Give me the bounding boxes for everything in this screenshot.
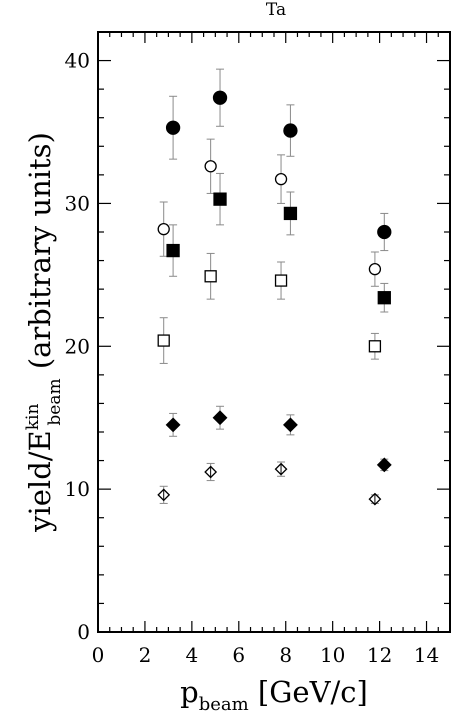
x-axis-label: pbeam [GeV/c] bbox=[180, 675, 368, 715]
open-circle-marker bbox=[368, 262, 382, 276]
x-tick-label: 14 bbox=[414, 643, 439, 667]
x-tick-label: 6 bbox=[232, 643, 245, 667]
axis-ticks bbox=[97, 31, 451, 633]
filled-circle-marker bbox=[212, 90, 228, 105]
filled-diamond-marker bbox=[283, 417, 298, 433]
data-point bbox=[377, 282, 391, 313]
data-point bbox=[157, 485, 171, 504]
filled-diamond-marker bbox=[376, 457, 392, 473]
x-tick-label: 0 bbox=[92, 643, 105, 667]
data-point bbox=[204, 252, 217, 300]
filled-diamond-marker bbox=[212, 410, 228, 426]
y-tick-label: 20 bbox=[65, 334, 90, 358]
x-tick-label: 8 bbox=[279, 643, 292, 667]
filled-square-marker bbox=[377, 291, 391, 305]
x-tick-label: 10 bbox=[320, 643, 345, 667]
open-square-marker bbox=[157, 334, 170, 347]
x-axis-label-sub: beam bbox=[199, 694, 249, 715]
data-point bbox=[376, 457, 392, 473]
data-point bbox=[213, 172, 227, 226]
plot-frame bbox=[97, 31, 451, 633]
data-point bbox=[166, 224, 180, 277]
data-point bbox=[157, 317, 170, 364]
data-point bbox=[157, 201, 170, 257]
data-point bbox=[283, 191, 298, 236]
y-tick-label: 30 bbox=[65, 191, 90, 215]
x-axis-label-rest: [GeV/c] bbox=[249, 675, 368, 709]
data-point bbox=[377, 212, 392, 252]
data-points bbox=[157, 68, 392, 506]
y-axis-label-sup: kin bbox=[23, 404, 43, 431]
filled-square-marker bbox=[166, 243, 180, 258]
chart-title: Ta bbox=[266, 0, 286, 20]
y-tick-label: 0 bbox=[77, 620, 90, 644]
open-circle-marker bbox=[204, 160, 217, 173]
open-square-marker bbox=[368, 340, 382, 353]
filled-circle-marker bbox=[165, 120, 181, 135]
x-axis-label-main: p bbox=[180, 675, 199, 709]
open-square-marker bbox=[204, 270, 217, 283]
data-point bbox=[274, 261, 288, 300]
data-point bbox=[283, 414, 298, 436]
open-circle-marker bbox=[274, 172, 288, 186]
data-point bbox=[165, 95, 181, 160]
filled-diamond-marker bbox=[165, 417, 181, 433]
y-tick-label: 10 bbox=[65, 477, 90, 501]
data-point bbox=[165, 412, 181, 437]
filled-circle-marker bbox=[377, 224, 392, 240]
x-tick-label: 12 bbox=[367, 643, 392, 667]
filled-square-marker bbox=[283, 206, 298, 221]
filled-circle-marker bbox=[283, 123, 298, 138]
data-point bbox=[212, 405, 228, 430]
y-tick-label: 40 bbox=[65, 49, 90, 73]
tick-labels: 0 2 4 6 8 10 12 14 0 10 20 30 40 bbox=[65, 49, 440, 667]
data-point bbox=[204, 138, 217, 194]
x-tick-label: 2 bbox=[139, 643, 152, 667]
y-axis-label-rest: (arbitrary units) bbox=[23, 132, 57, 378]
data-point bbox=[212, 68, 228, 127]
open-square-marker bbox=[274, 274, 288, 287]
data-point bbox=[204, 462, 218, 482]
data-point bbox=[274, 154, 288, 204]
y-axis-label-sub: beam bbox=[45, 378, 65, 425]
filled-square-marker bbox=[213, 192, 227, 206]
data-point bbox=[283, 104, 298, 157]
data-point bbox=[368, 492, 382, 506]
data-point bbox=[368, 332, 382, 360]
open-circle-marker bbox=[157, 222, 170, 236]
x-tick-label: 4 bbox=[185, 643, 198, 667]
data-point bbox=[274, 461, 288, 477]
data-point bbox=[368, 251, 382, 287]
y-axis-label-main: yield/E bbox=[23, 430, 57, 533]
y-axis-label: yield/Ekin beam (arbitrary units) bbox=[23, 132, 65, 533]
